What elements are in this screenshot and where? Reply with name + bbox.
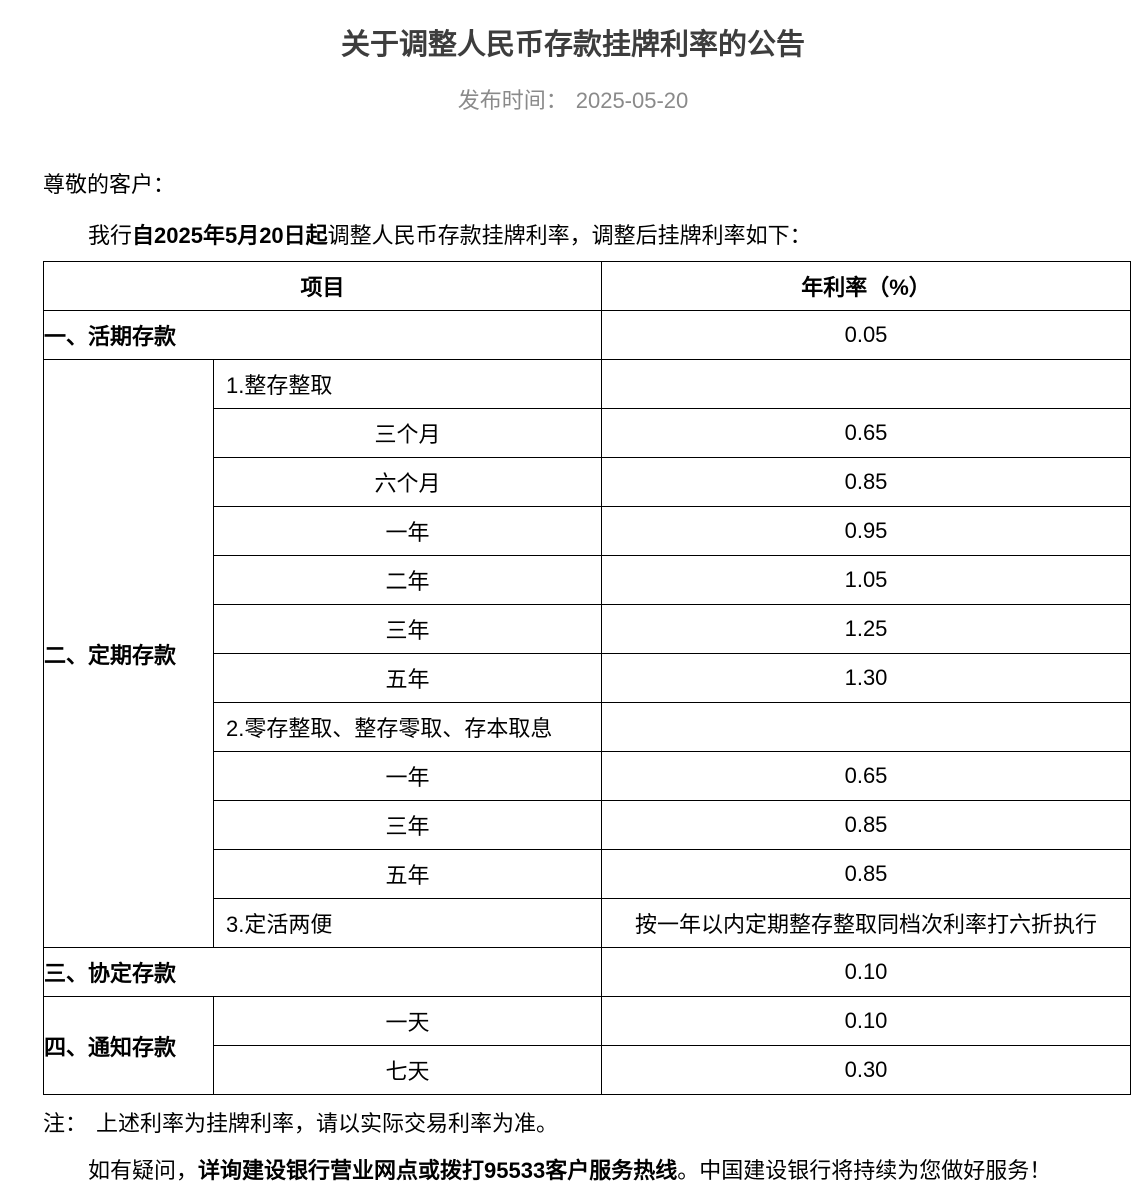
intro-post: 调整人民币存款挂牌利率，调整后挂牌利率如下：: [327, 223, 812, 248]
salutation: 尊敬的客户：: [43, 172, 176, 197]
rates-table: 项目 年利率（%） 一、活期存款 0.05 二、定期存款 1.整存整取 三个月 …: [42, 261, 1132, 1095]
rate-cell: 0.85: [601, 457, 1132, 507]
rate-cell: 0.95: [601, 506, 1132, 556]
rate-cell: 0.65: [601, 408, 1132, 458]
item-cell: 一年: [212, 506, 603, 556]
item-cell: 五年: [212, 653, 603, 703]
closing-hotline: 详询建设银行营业网点或拨打95533客户服务热线: [198, 1158, 678, 1183]
item-cell: 六个月: [212, 457, 603, 507]
item-cell: 三年: [212, 800, 603, 850]
table-row: 3.定活两便 按一年以内定期整存整取同档次利率打六折执行: [44, 898, 1132, 948]
note-line: 注： 上述利率为挂牌利率，请以实际交易利率为准。: [43, 1110, 1130, 1137]
table-row: 一年 0.65: [44, 751, 1132, 801]
item-cell: 3.定活两便: [212, 898, 603, 948]
item-cell: 2.零存整取、整存零取、存本取息: [212, 702, 603, 752]
item-cell: 一天: [212, 996, 603, 1046]
closing-line: 如有疑问，详询建设银行营业网点或拨打95533客户服务热线。中国建设银行将持续为…: [43, 1157, 1130, 1184]
category-cell-notice: 四、通知存款: [43, 996, 214, 1095]
item-cell: 一年: [212, 751, 603, 801]
intro-pre: 我行: [88, 223, 133, 248]
header-item-cell: 项目: [42, 261, 603, 311]
table-header-row: 项目 年利率（%）: [42, 261, 1132, 311]
rate-cell: 0.85: [601, 800, 1132, 850]
table-row: 五年 0.85: [44, 849, 1132, 899]
item-cell: 三个月: [212, 408, 603, 458]
table-row: 五年 1.30: [44, 653, 1132, 703]
rate-cell: 按一年以内定期整存整取同档次利率打六折执行: [601, 898, 1132, 948]
rate-cell: 1.05: [601, 555, 1132, 605]
table-row-agreement: 三、协定存款 0.10: [42, 947, 1132, 997]
table-row: 七天 0.30: [44, 1045, 1132, 1095]
publish-time: 发布时间： 2025-05-20: [0, 88, 1146, 114]
item-cell: 二年: [212, 555, 603, 605]
closing-post: 。中国建设银行将持续为您做好服务！: [677, 1158, 1052, 1183]
rate-cell: 0.10: [601, 947, 1132, 997]
rate-cell: 0.05: [601, 310, 1132, 360]
intro-paragraph: 我行自2025年5月20日起调整人民币存款挂牌利率，调整后挂牌利率如下：: [43, 222, 1130, 249]
rate-cell: [601, 359, 1132, 409]
category-cell-agreement: 三、协定存款: [42, 947, 603, 997]
rate-cell: [601, 702, 1132, 752]
category-cell-demand: 一、活期存款: [42, 310, 603, 360]
intro-effective-date: 自2025年5月20日起: [132, 223, 328, 248]
page-title: 关于调整人民币存款挂牌利率的公告: [340, 29, 805, 61]
table-row: 四、通知存款 一天 0.10: [43, 996, 1132, 1095]
category-cell-time: 二、定期存款: [43, 359, 214, 948]
note-prefix: 注：: [43, 1111, 88, 1136]
rate-cell: 0.30: [601, 1045, 1132, 1095]
item-cell: 五年: [212, 849, 603, 899]
item-cell: 1.整存整取: [212, 359, 603, 409]
item-cell: 七天: [212, 1045, 603, 1095]
item-cell: 三年: [212, 604, 603, 654]
table-row: 三年 1.25: [44, 604, 1132, 654]
closing-pre: 如有疑问，: [88, 1158, 199, 1183]
publish-label: 发布时间：: [457, 88, 568, 113]
announcement-body: 尊敬的客户： 我行自2025年5月20日起调整人民币存款挂牌利率，调整后挂牌利率…: [42, 171, 1132, 1184]
rate-cell: 1.30: [601, 653, 1132, 703]
rate-cell: 1.25: [601, 604, 1132, 654]
table-row: 三个月 0.65: [44, 408, 1132, 458]
table-row: 2.零存整取、整存零取、存本取息: [44, 702, 1132, 752]
note-text: 上述利率为挂牌利率，请以实际交易利率为准。: [96, 1111, 559, 1136]
rate-cell: 0.10: [601, 996, 1132, 1046]
table-row: 二、定期存款 1.整存整取: [43, 359, 1132, 948]
publish-date: 2025-05-20: [575, 88, 689, 113]
table-row-demand: 一、活期存款 0.05: [42, 310, 1132, 360]
header-rate-cell: 年利率（%）: [601, 261, 1132, 311]
rate-cell: 0.85: [601, 849, 1132, 899]
rate-cell: 0.65: [601, 751, 1132, 801]
